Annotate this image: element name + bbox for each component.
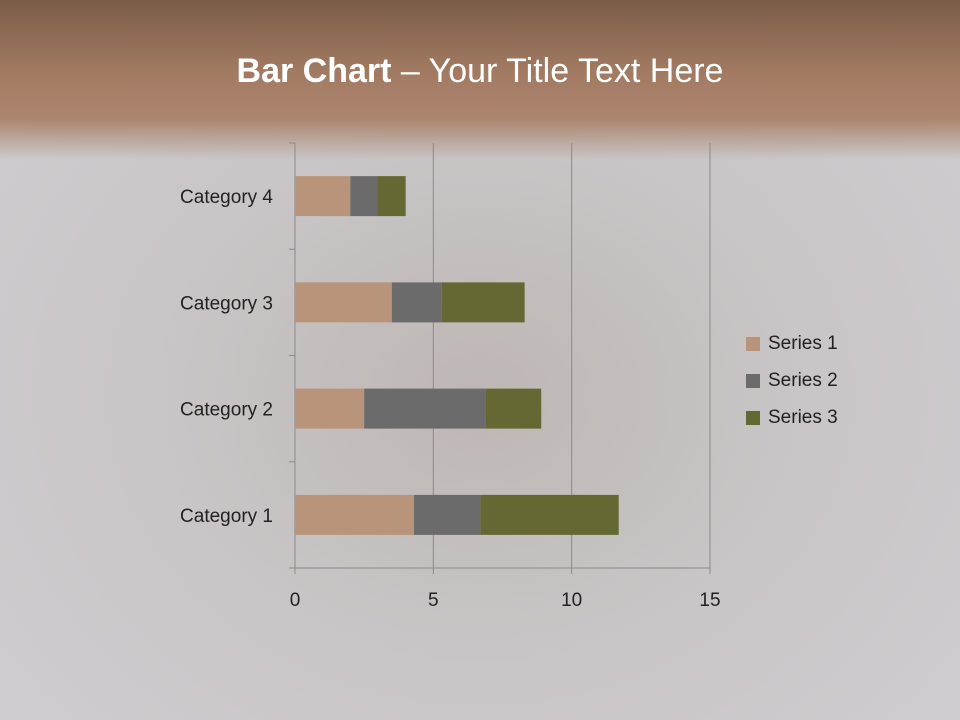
legend-swatch	[746, 336, 760, 351]
x-tick-label: 0	[290, 590, 301, 611]
legend-item: Series 1	[746, 325, 838, 362]
bar-series-1	[295, 388, 365, 429]
legend-swatch	[746, 410, 760, 425]
bar-series-1	[295, 176, 351, 217]
legend-item: Series 3	[746, 399, 838, 436]
legend-label: Series 1	[768, 332, 838, 354]
category-label: Category 1	[180, 506, 273, 527]
x-tick-label: 5	[428, 590, 439, 611]
legend-label: Series 3	[768, 406, 838, 428]
legend: Series 1 Series 2 Series 3	[746, 325, 838, 436]
x-tick-label: 10	[561, 590, 582, 611]
bar-series-2	[350, 176, 378, 217]
bar-series-2	[413, 494, 481, 535]
x-tick-label: 15	[699, 590, 720, 611]
bar-series-2	[391, 282, 442, 323]
category-label: Category 4	[180, 187, 273, 208]
legend-label: Series 2	[768, 369, 838, 391]
legend-item: Series 2	[746, 362, 838, 399]
legend-swatch	[746, 373, 760, 388]
bar-series-2	[364, 388, 486, 429]
bar-series-3	[441, 282, 525, 323]
category-label: Category 2	[180, 400, 273, 421]
bar-series-3	[480, 494, 619, 535]
bar-series-1	[295, 494, 414, 535]
bar-series-1	[295, 282, 392, 323]
bar-series-3	[378, 176, 406, 217]
chart-title: Bar Chart – Your Title Text Here	[236, 52, 724, 90]
bar-series-3	[485, 388, 542, 429]
title-banner	[0, 0, 960, 160]
category-label: Category 3	[180, 293, 273, 314]
